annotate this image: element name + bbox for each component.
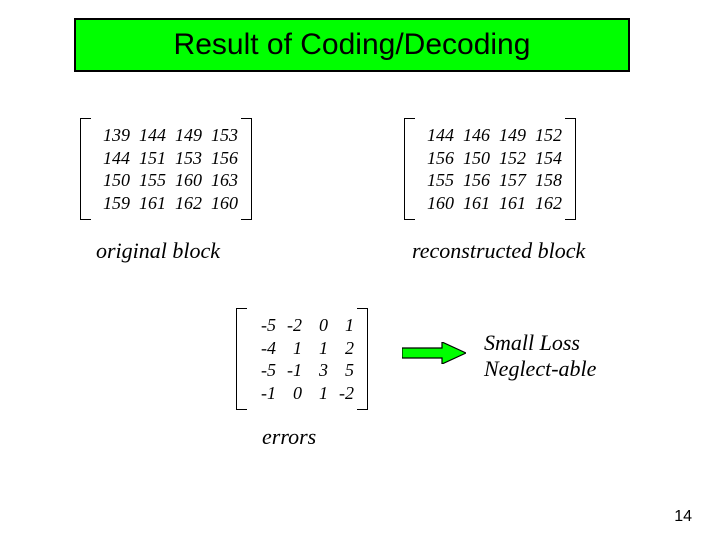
matrix-cell: 2 — [328, 337, 354, 360]
matrix-cell: 157 — [490, 169, 526, 192]
note-text: Small Loss Neglect-able — [484, 330, 596, 383]
matrix-cell: 139 — [94, 124, 130, 147]
matrix-cell: 160 — [418, 192, 454, 215]
matrix-cell: -5 — [250, 314, 276, 337]
matrix-cell: 144 — [418, 124, 454, 147]
matrix-cell: 149 — [166, 124, 202, 147]
matrix-row: 159161162160 — [94, 192, 238, 215]
matrix-cell: 155 — [418, 169, 454, 192]
matrix-cell: 162 — [166, 192, 202, 215]
matrix-cell: 162 — [526, 192, 562, 215]
matrix-cell: 146 — [454, 124, 490, 147]
matrix-cell: 0 — [302, 314, 328, 337]
matrix-cell: 150 — [454, 147, 490, 170]
matrix-row: 139144149153 — [94, 124, 238, 147]
matrix-cell: 1 — [328, 314, 354, 337]
matrix-row: -4112 — [250, 337, 354, 360]
matrix-cell: 160 — [202, 192, 238, 215]
note-line2: Neglect-able — [484, 356, 596, 382]
matrix-cell: 144 — [94, 147, 130, 170]
matrix-cell: 149 — [490, 124, 526, 147]
matrix-cell: -2 — [276, 314, 302, 337]
matrix-row: -5-201 — [250, 314, 354, 337]
reconstructed-label: reconstructed block — [412, 238, 585, 264]
matrix-cell: 150 — [94, 169, 130, 192]
matrix-cell: 156 — [418, 147, 454, 170]
matrix-cell: -5 — [250, 359, 276, 382]
page-title: Result of Coding/Decoding — [174, 28, 531, 62]
matrix-cell: 154 — [526, 147, 562, 170]
matrix-cell: -2 — [328, 382, 354, 405]
matrix-cell: -1 — [250, 382, 276, 405]
matrix-cell: -4 — [250, 337, 276, 360]
matrix-row: 155156157158 — [418, 169, 562, 192]
matrix-cell: 159 — [94, 192, 130, 215]
errors-matrix: -5-201-4112-5-135-101-2 — [236, 308, 368, 410]
page-number: 14 — [674, 508, 692, 526]
matrix-cell: 151 — [130, 147, 166, 170]
matrix-cell: 155 — [130, 169, 166, 192]
matrix-row: 144151153156 — [94, 147, 238, 170]
original-matrix: 1391441491531441511531561501551601631591… — [80, 118, 252, 220]
matrix-cell: 161 — [130, 192, 166, 215]
matrix-row: -101-2 — [250, 382, 354, 405]
matrix-row: 156150152154 — [418, 147, 562, 170]
matrix-cell: 163 — [202, 169, 238, 192]
matrix-cell: 161 — [454, 192, 490, 215]
matrix-cell: 1 — [276, 337, 302, 360]
note-line1: Small Loss — [484, 330, 596, 356]
matrix-cell: 156 — [202, 147, 238, 170]
matrix-cell: 152 — [526, 124, 562, 147]
matrix-row: 144146149152 — [418, 124, 562, 147]
matrix-cell: 153 — [166, 147, 202, 170]
errors-label: errors — [262, 424, 316, 450]
matrix-cell: 3 — [302, 359, 328, 382]
matrix-cell: 5 — [328, 359, 354, 382]
matrix-cell: 156 — [454, 169, 490, 192]
matrix-cell: 158 — [526, 169, 562, 192]
matrix-cell: 144 — [130, 124, 166, 147]
matrix-cell: 153 — [202, 124, 238, 147]
arrow-shape — [402, 342, 466, 364]
reconstructed-matrix: 1441461491521561501521541551561571581601… — [404, 118, 576, 220]
matrix-row: 150155160163 — [94, 169, 238, 192]
matrix-cell: 152 — [490, 147, 526, 170]
matrix-row: -5-135 — [250, 359, 354, 382]
arrow-icon — [402, 342, 466, 369]
original-label: original block — [96, 238, 220, 264]
matrix-row: 160161161162 — [418, 192, 562, 215]
title-box: Result of Coding/Decoding — [74, 18, 630, 72]
matrix-cell: 161 — [490, 192, 526, 215]
matrix-cell: 1 — [302, 382, 328, 405]
matrix-cell: -1 — [276, 359, 302, 382]
matrix-cell: 1 — [302, 337, 328, 360]
matrix-cell: 160 — [166, 169, 202, 192]
matrix-cell: 0 — [276, 382, 302, 405]
